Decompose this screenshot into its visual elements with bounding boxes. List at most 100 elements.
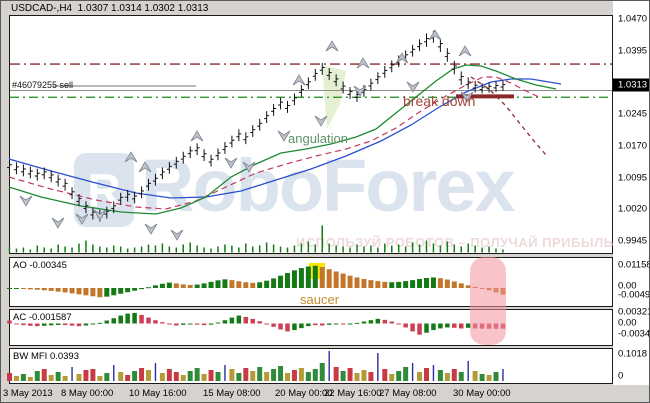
- annotation-angulation: angulation: [288, 131, 348, 146]
- price-scale-label: 1.0470: [618, 13, 648, 25]
- ao-bar: [271, 278, 277, 288]
- ao-bar: [48, 288, 54, 291]
- mfi-bar: [41, 369, 47, 381]
- mfi-bar: [424, 368, 429, 381]
- ao-bar: [264, 280, 270, 288]
- ao-bar: [444, 279, 450, 288]
- ac-bar: [306, 323, 311, 327]
- ao-bar: [389, 282, 395, 288]
- ac-bar: [424, 323, 429, 333]
- ao-bar: [166, 282, 172, 288]
- ao-bar: [305, 266, 311, 288]
- ac-bar: [264, 323, 269, 325]
- mfi-bar: [132, 371, 138, 381]
- ac-bar: [257, 321, 262, 324]
- mfi-bar: [173, 372, 179, 381]
- ao-bar: [319, 267, 325, 288]
- mfi-bar: [20, 374, 26, 381]
- ac-bar: [132, 312, 137, 324]
- ao-bar: [451, 281, 457, 288]
- ac-bar: [243, 316, 249, 324]
- annotation-saucer: saucer: [300, 292, 340, 307]
- fractal-up-arrow-icon: [428, 29, 442, 41]
- mfi-bar: [389, 374, 395, 381]
- ao-bar: [13, 288, 19, 289]
- ac-bar: [153, 320, 158, 324]
- mfi-bar: [444, 373, 450, 381]
- fractal-down-arrow-icon: [314, 115, 328, 127]
- ao-scale-label: 0.00: [618, 280, 637, 292]
- mfi-bar: [201, 374, 207, 381]
- mfi-bar: [368, 372, 374, 381]
- time-axis-label: 30 May 00:00: [453, 388, 511, 399]
- mfi-bar: [333, 367, 339, 381]
- ao-bar: [236, 281, 242, 288]
- ao-bar: [111, 288, 117, 296]
- fractal-down-arrow-icon: [353, 85, 367, 97]
- ac-bar: [69, 323, 75, 326]
- fractal-up-arrow-icon: [458, 45, 472, 57]
- ac-bar: [389, 321, 394, 324]
- fractal-down-arrow-icon: [277, 130, 291, 142]
- mfi-bar: [55, 372, 61, 381]
- mfi-bar: [312, 369, 318, 381]
- ac-bar: [104, 320, 110, 324]
- ao-bar: [465, 285, 471, 288]
- watermark-brand: RoboForex: [141, 144, 516, 227]
- ac-scale-label: 0.00: [618, 317, 637, 329]
- pink-highlight-band: [470, 257, 506, 345]
- mfi-indicator-panel[interactable]: [9, 348, 613, 384]
- ao-bar: [368, 280, 374, 288]
- ac-bar: [417, 323, 422, 335]
- mfi-bar: [13, 376, 19, 381]
- ao-bar: [194, 284, 200, 288]
- ac-bar: [139, 314, 144, 324]
- ao-scale-label: -0.00495: [618, 289, 650, 301]
- ac-indicator-panel[interactable]: [9, 309, 613, 346]
- price-scale-label: 1.0020: [618, 203, 648, 215]
- mfi-bar: [502, 369, 504, 381]
- mfi-bar: [48, 375, 54, 381]
- mfi-bar: [113, 365, 115, 381]
- ac-bar: [187, 323, 193, 325]
- mfi-bar: [417, 372, 423, 381]
- mfi-bar: [139, 368, 145, 381]
- ac-bar: [215, 322, 221, 324]
- ac-bar: [375, 318, 381, 324]
- time-axis-label: 10 May 16:00: [129, 388, 187, 399]
- ac-bar: [14, 323, 19, 325]
- ac-bar: [167, 323, 172, 325]
- ao-bar: [83, 288, 89, 296]
- ac-bar: [285, 323, 290, 332]
- ac-bar: [368, 320, 374, 324]
- ao-bar: [41, 288, 47, 291]
- ac-bar: [7, 320, 12, 324]
- ac-bar: [410, 323, 415, 332]
- ac-bar: [208, 323, 214, 325]
- ao-bar: [118, 288, 124, 294]
- ao-bar: [312, 265, 318, 288]
- mfi-bar: [264, 372, 270, 381]
- mfi-bar: [71, 367, 73, 381]
- ao-bar: [20, 288, 26, 289]
- fractal-up-arrow-icon: [138, 161, 152, 173]
- fractal-down-arrow-icon: [224, 157, 238, 169]
- fractal-down-arrow-icon: [93, 209, 107, 221]
- ao-bar: [291, 270, 297, 288]
- ac-bar: [236, 315, 242, 324]
- ac-bar: [125, 313, 130, 324]
- price-scale-label: 1.0245: [618, 108, 648, 120]
- fractal-down-arrow-icon: [460, 91, 474, 103]
- price-scale: 1.0313 1.0470 1.0395 1.0245 1.0170 1.0095 1.0…: [613, 1, 650, 385]
- ao-bar: [410, 280, 416, 288]
- ac-bar: [111, 318, 116, 324]
- mfi-bar: [180, 375, 186, 381]
- ac-bar: [83, 323, 89, 326]
- ao-bar: [125, 288, 131, 293]
- ao-bar: [396, 281, 402, 288]
- fractal-down-arrow-icon: [19, 195, 33, 207]
- ao-bar: [132, 288, 138, 291]
- sell-order-label: #46079255 sell: [12, 80, 74, 90]
- ao-bar: [278, 275, 284, 288]
